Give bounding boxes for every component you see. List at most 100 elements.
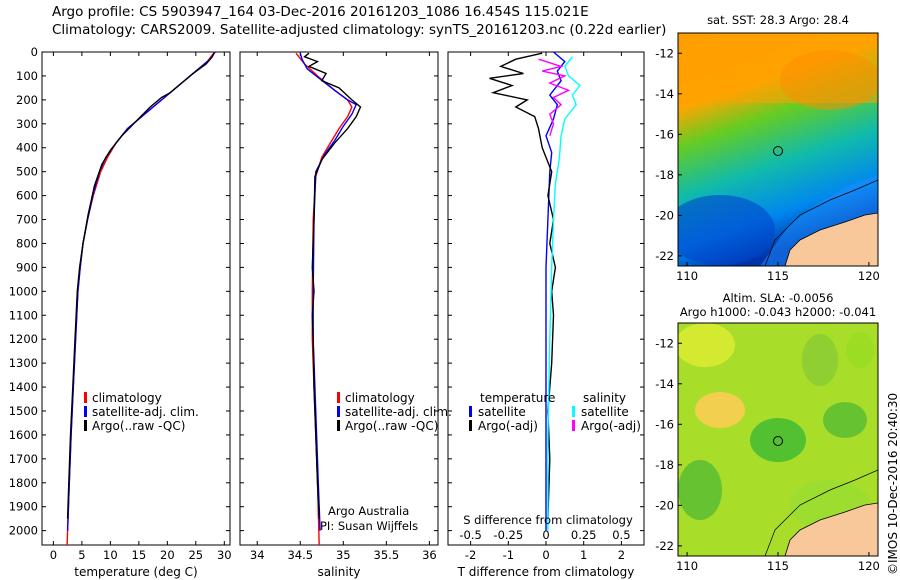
sla-low-patch: [750, 418, 806, 462]
series-line-s-argo-adj: [538, 58, 571, 137]
depth-tick-label: 200: [16, 93, 38, 107]
legend-swatch-t-argo: [469, 420, 472, 431]
series-line-t-satellite: [545, 51, 566, 531]
map-y-tick-label: -12: [655, 46, 674, 60]
depth-tick-label: 1600: [9, 428, 38, 442]
legend-label-argo: Argo(..raw -QC): [345, 419, 438, 433]
sst-warm-patch: [780, 50, 878, 110]
difference-xlabel: T difference from climatology: [457, 565, 635, 579]
sla-low-patch: [823, 402, 867, 438]
legend-swatch-satellite: [84, 406, 87, 417]
x-axes: 0 5 10 15 20 25 30 34 34.5 35 35.5 36 -2 -1 0 1 2 -0.5 -0.…: [50, 52, 631, 562]
map-x-tick-label: 115: [767, 269, 789, 283]
map-y-tick-label: -20: [655, 498, 674, 512]
map-y-tick-label: -12: [655, 336, 674, 350]
x-tick-label: 0: [542, 548, 549, 562]
annotation-argo-australia: Argo Australia: [328, 504, 409, 518]
legend-swatch-s-satellite: [572, 406, 575, 417]
s-difference-tick-label: 0.5: [612, 528, 630, 542]
sla-low-patch: [802, 334, 838, 386]
map-y-tick-label: -16: [655, 127, 674, 141]
x-tick-label: 30: [217, 548, 232, 562]
map-x-tick-label: 120: [858, 559, 880, 573]
x-tick-label: 36: [422, 548, 437, 562]
depth-tick-label: 800: [16, 236, 38, 250]
map-y-tick-label: -14: [655, 377, 674, 391]
depth-tick-label: 400: [16, 141, 38, 155]
sst-map: [678, 33, 878, 266]
map-y-tick-label: -20: [655, 208, 674, 222]
depth-tick-label: 1500: [9, 404, 38, 418]
temperature-xlabel: temperature (deg C): [74, 565, 197, 579]
legend-label-argo: Argo(..raw -QC): [92, 419, 185, 433]
legend-swatch-argo: [84, 420, 87, 431]
temperature-legend: climatology satellite-adj. clim. Argo(..…: [84, 391, 199, 433]
depth-tick-label: 1000: [9, 284, 38, 298]
series-line-satellite-adj-clim: [66, 51, 216, 531]
series-line-argo-raw-qc: [303, 52, 362, 519]
depth-tick-label: 700: [16, 213, 38, 227]
sst-land: [784, 212, 878, 266]
depth-tick-label: 500: [16, 165, 38, 179]
legend-label-satellite: satellite-adj. clim.: [92, 405, 199, 419]
sla-land: [784, 502, 878, 556]
x-tick-label: 25: [188, 548, 203, 562]
depth-tick-label: 1300: [9, 356, 38, 370]
map-y-tick-label: -18: [655, 168, 674, 182]
depth-tick-label: 900: [16, 260, 38, 274]
s-difference-tick-label: 0.25: [571, 528, 597, 542]
map-x-tick-label: 110: [676, 269, 698, 283]
salinity-xlabel: salinity: [317, 565, 360, 579]
legend-label-s-satellite: satellite: [581, 405, 629, 419]
s-difference-tick-label: 0: [542, 528, 549, 542]
sla-low-patch: [678, 460, 722, 520]
x-tick-label: 0: [50, 548, 57, 562]
map-y-tick-label: -18: [655, 458, 674, 472]
temperature-panel-frame: [41, 51, 231, 546]
profile-series: [66, 51, 581, 546]
sst-map-axes: 110 115 120 -12 -14 -16 -18 -20 -22: [655, 46, 880, 283]
sla-map: [678, 323, 878, 556]
map-y-tick-label: -14: [655, 87, 674, 101]
series-line-argo-raw-qc: [66, 52, 215, 519]
sla-map-title-2: Argo h1000: -0.043 h2000: -0.041: [680, 305, 876, 319]
depth-tick-label: 1400: [9, 380, 38, 394]
legend-swatch-climatology: [337, 392, 340, 403]
s-difference-tick-label: -0.25: [493, 528, 523, 542]
legend-title-salinity: salinity: [583, 391, 626, 405]
legend-label-climatology: climatology: [345, 391, 415, 405]
annotation-pi: PI: Susan Wijffels: [320, 519, 418, 533]
depth-tick-label: 1900: [9, 500, 38, 514]
sla-bathymetry-contour: [764, 469, 878, 556]
x-tick-label: 2: [618, 548, 625, 562]
legend-label-s-argo: Argo(-adj): [581, 419, 641, 433]
x-tick-label: -2: [465, 548, 476, 562]
legend-label-t-argo: Argo(-adj): [478, 419, 538, 433]
series-line-s-satellite: [547, 56, 581, 531]
x-tick-label: -1: [503, 548, 514, 562]
sla-patch: [846, 332, 874, 368]
legend-swatch-climatology: [84, 392, 87, 403]
header-line-1: Argo profile: CS 5903947_164 03-Dec-2016…: [52, 4, 589, 20]
sst-map-title: sat. SST: 28.3 Argo: 28.4: [707, 13, 849, 27]
legend-swatch-s-argo: [572, 420, 575, 431]
sla-high-patch: [695, 392, 745, 428]
map-y-tick-label: -22: [655, 539, 674, 553]
depth-tick-label: 2000: [9, 524, 38, 538]
sst-bathymetry-contour: [764, 179, 878, 266]
legend-swatch-argo: [337, 420, 340, 431]
depth-tick-label: 1200: [9, 332, 38, 346]
sla-map-title-1: Altim. SLA: -0.0056: [723, 291, 834, 305]
x-tick-label: 34.5: [287, 548, 313, 562]
sla-argo-location-marker: [773, 436, 783, 446]
legend-label-climatology: climatology: [92, 391, 162, 405]
header-line-2: Climatology: CARS2009. Satellite-adjuste…: [52, 22, 667, 38]
depth-tick-label: 100: [16, 69, 38, 83]
legend-swatch-satellite: [337, 406, 340, 417]
depth-tick-label: 300: [16, 117, 38, 131]
sst-argo-location-marker: [773, 146, 783, 156]
x-tick-label: 20: [160, 548, 175, 562]
map-x-tick-label: 110: [676, 559, 698, 573]
s-difference-tick-label: -0.5: [459, 528, 481, 542]
